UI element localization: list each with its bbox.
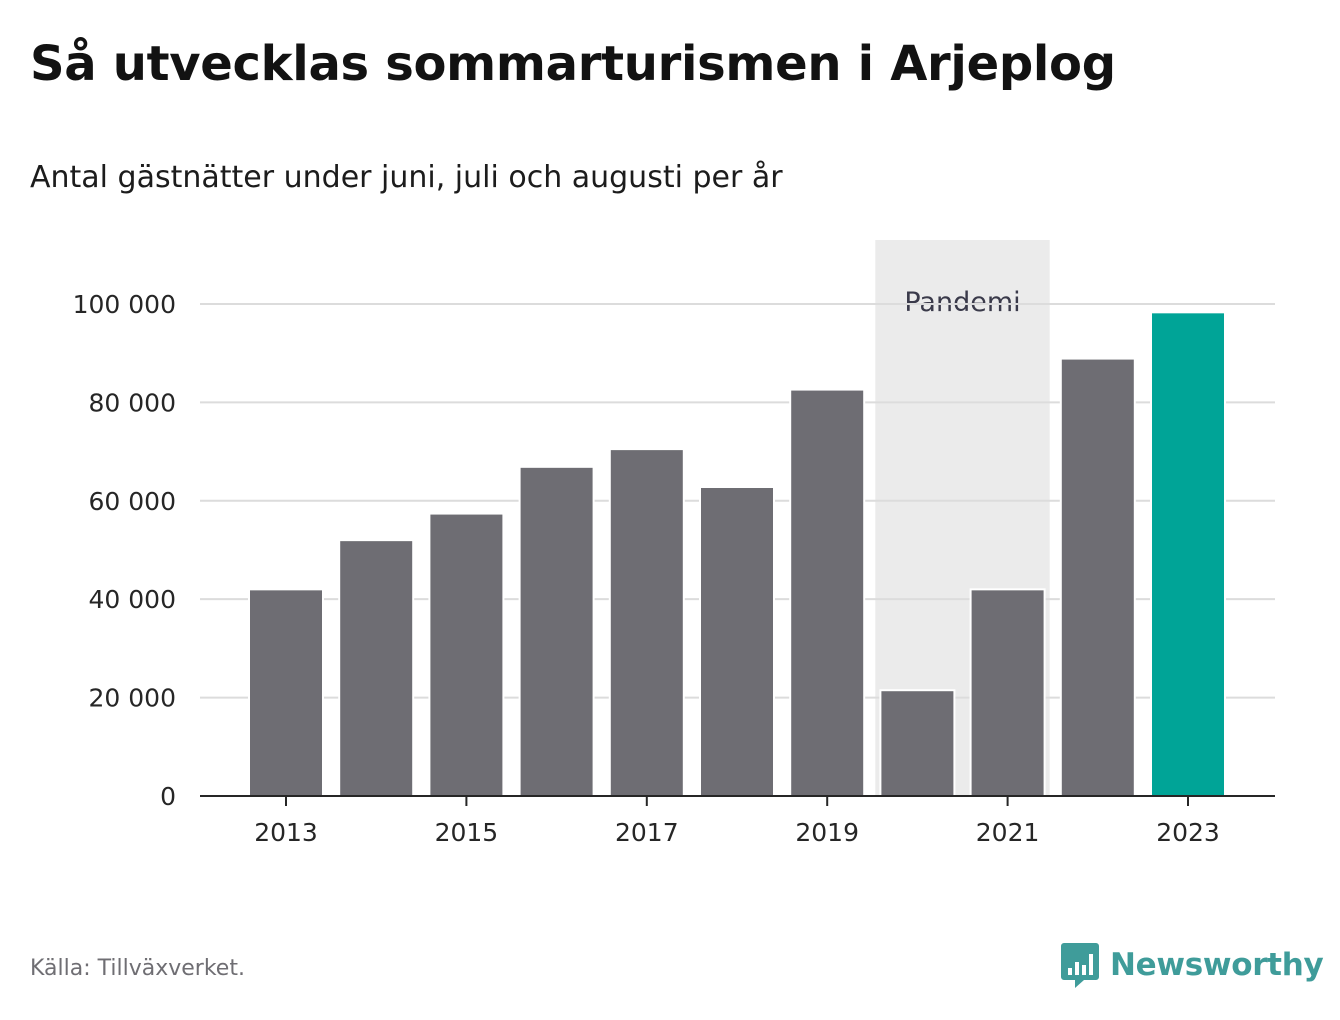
brand-name: Newsworthy xyxy=(1110,947,1324,983)
pandemic-label: Pandemi xyxy=(904,287,1020,318)
x-tick-label: 2021 xyxy=(976,818,1040,847)
bar-2023 xyxy=(1150,311,1226,797)
bar-2017 xyxy=(608,448,685,797)
bars xyxy=(248,311,1226,798)
bar-chart: Pandemi 0 20 000 40 000 60 000 80 000 100 000… xyxy=(73,240,1275,847)
axes: 0 20 000 40 000 60 000 80 000 100 000 2013 2015… xyxy=(73,290,1275,847)
y-tick-label: 40 000 xyxy=(89,585,176,614)
source-note: Källa: Tillväxverket. xyxy=(30,956,245,981)
bar-2019 xyxy=(789,388,866,797)
y-tick-label: 80 000 xyxy=(89,388,176,417)
chart-subtitle: Antal gästnätter under juni, juli och au… xyxy=(30,160,783,195)
bar-2022 xyxy=(1059,357,1136,797)
bar-2020 xyxy=(879,689,956,798)
bar-2015 xyxy=(428,512,505,797)
x-tick-label: 2023 xyxy=(1156,818,1220,847)
y-tick-label: 0 xyxy=(160,782,176,811)
newsworthy-logo-icon xyxy=(1061,943,1099,988)
bar-2013 xyxy=(248,588,324,798)
y-tick-label: 60 000 xyxy=(89,487,176,516)
brand-logo: Newsworthy xyxy=(1060,940,1324,990)
x-tick-label: 2015 xyxy=(435,818,499,847)
chart-title: Så utvecklas sommarturismen i Arjeplog xyxy=(30,36,1116,92)
x-tick-label: 2017 xyxy=(615,818,679,847)
x-tick-label: 2019 xyxy=(795,818,859,847)
x-tick-label: 2013 xyxy=(254,818,318,847)
bar-2021 xyxy=(969,588,1046,798)
bar-2018 xyxy=(699,486,775,797)
y-tick-label: 100 000 xyxy=(73,290,176,319)
bar-2016 xyxy=(518,465,595,797)
y-tick-label: 20 000 xyxy=(89,684,176,713)
bar-2014 xyxy=(338,539,415,798)
